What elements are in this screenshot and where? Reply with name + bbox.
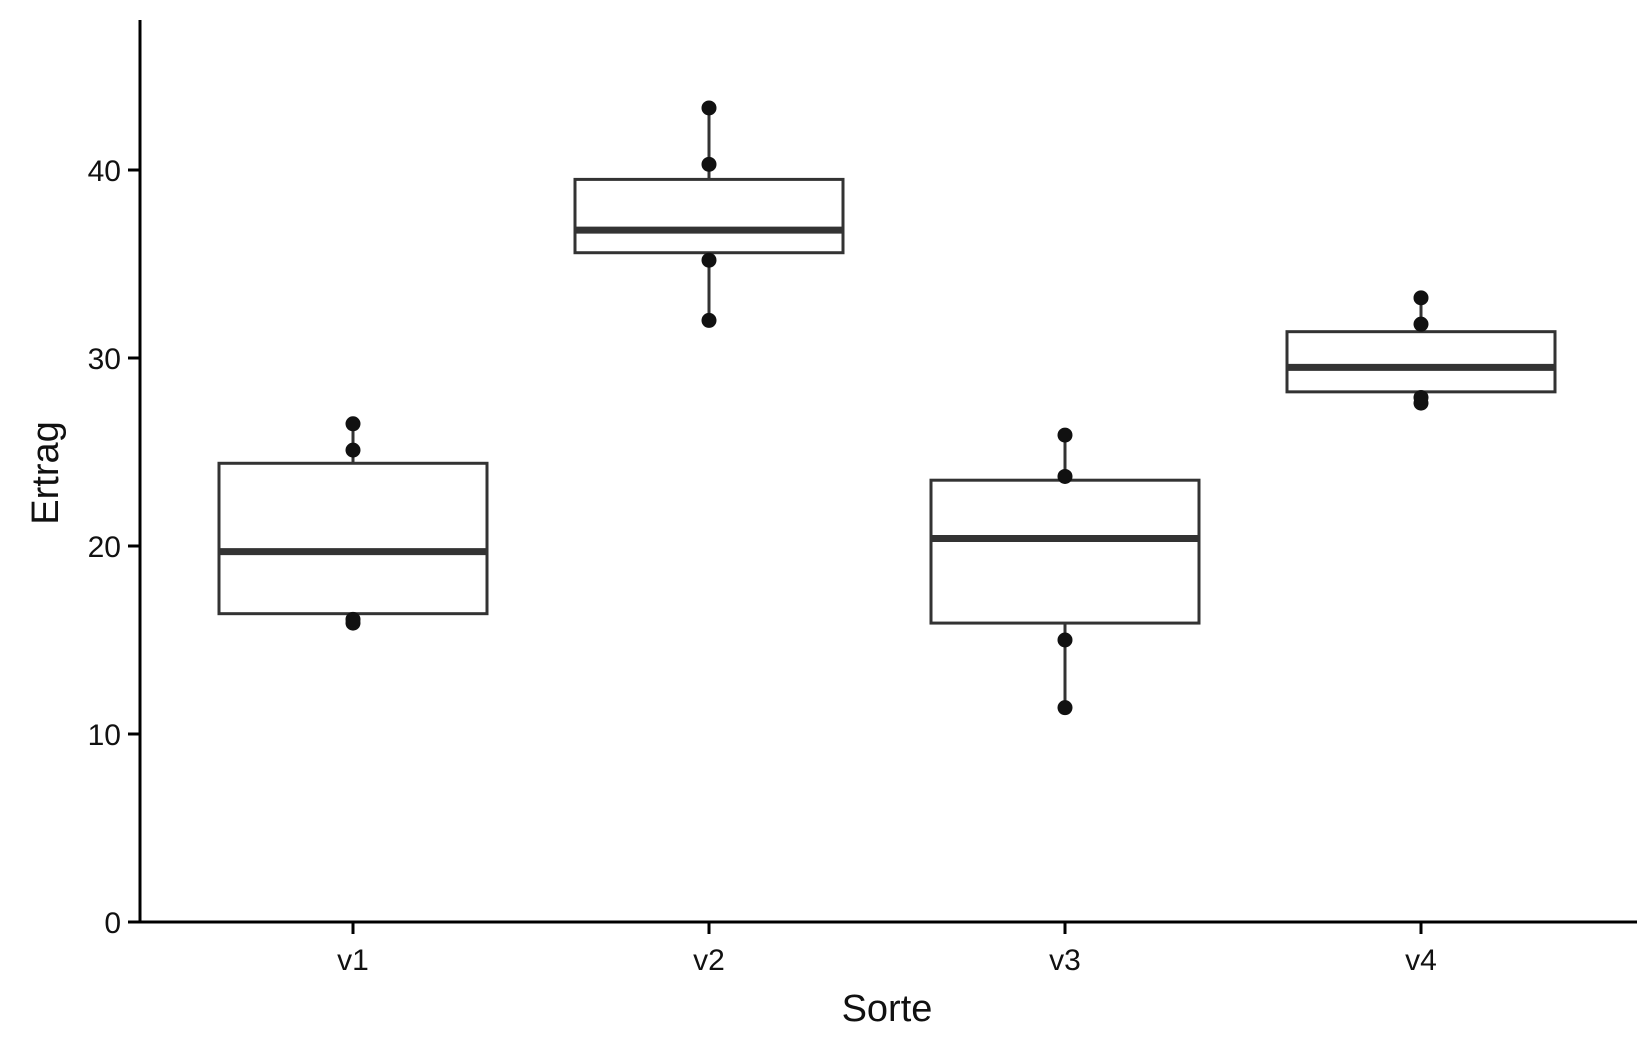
data-point bbox=[1413, 389, 1429, 405]
data-point bbox=[1057, 427, 1073, 443]
box-group-v3 bbox=[929, 427, 1201, 716]
data-point bbox=[345, 442, 361, 458]
data-point bbox=[1057, 700, 1073, 716]
data-point bbox=[1413, 290, 1429, 306]
x-tick-label: v1 bbox=[337, 944, 369, 977]
data-point bbox=[701, 100, 717, 116]
y-tick-label: 40 bbox=[88, 155, 121, 188]
plot-area bbox=[217, 100, 1557, 716]
data-point bbox=[701, 252, 717, 268]
data-point bbox=[345, 416, 361, 432]
box-group-v2 bbox=[573, 100, 845, 328]
data-point bbox=[701, 156, 717, 172]
x-tick-label: v2 bbox=[693, 944, 725, 977]
box-iqr bbox=[929, 478, 1201, 625]
box-group-v1 bbox=[217, 416, 489, 631]
data-point bbox=[1057, 632, 1073, 648]
data-point bbox=[1413, 316, 1429, 332]
x-axis-title: Sorte bbox=[842, 988, 933, 1030]
tick-labels: 0 10 20 30 40 v1 v2 v3 v4 bbox=[88, 155, 1437, 977]
box-iqr bbox=[573, 177, 845, 255]
x-tick-label: v4 bbox=[1405, 944, 1437, 977]
box-iqr bbox=[1285, 330, 1557, 394]
y-tick-label: 0 bbox=[104, 907, 121, 940]
data-point bbox=[345, 611, 361, 627]
y-axis-title: Ertrag bbox=[25, 421, 67, 524]
data-point bbox=[701, 312, 717, 328]
y-tick-label: 30 bbox=[88, 343, 121, 376]
box-iqr bbox=[217, 461, 489, 616]
y-tick-label: 10 bbox=[88, 719, 121, 752]
y-tick-label: 20 bbox=[88, 531, 121, 564]
x-tick-label: v3 bbox=[1049, 944, 1081, 977]
box-group-v4 bbox=[1285, 290, 1557, 411]
data-point bbox=[1057, 468, 1073, 484]
